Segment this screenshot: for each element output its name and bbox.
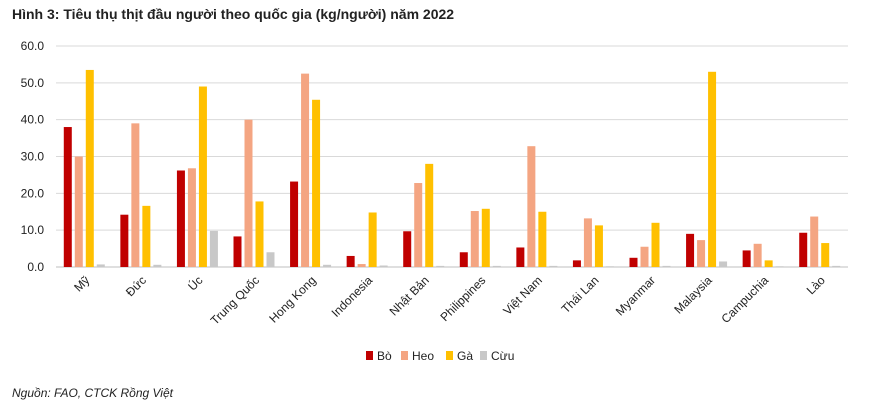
bar-3-12 (708, 71, 717, 268)
bar-4-9 (549, 265, 558, 267)
bar-3-2 (142, 205, 151, 267)
bar-1-14 (799, 232, 808, 267)
bar-3-6 (368, 212, 377, 267)
y-tick-label: 50.0 (21, 76, 45, 90)
chart-title: Hình 3: Tiêu thụ thịt đầu người theo quố… (12, 6, 455, 22)
bar-2-14 (810, 216, 819, 267)
bar-4-8 (492, 265, 501, 267)
y-tick-label: 0.0 (27, 260, 44, 274)
x-category-label: Indonesia (329, 273, 376, 320)
x-category-label: Lào (804, 273, 828, 297)
x-category-label: Trung Quốc (208, 273, 262, 327)
bar-2-10 (583, 218, 592, 267)
x-category-label: Đức (123, 273, 149, 299)
bar-1-3 (176, 170, 185, 267)
bar-2-12 (697, 240, 706, 267)
bar-2-6 (357, 264, 366, 267)
gridlines (56, 45, 848, 268)
y-tick-label: 20.0 (21, 186, 45, 200)
bar-1-5 (290, 181, 299, 267)
bar-3-4 (255, 201, 264, 267)
bar-1-11 (629, 257, 638, 267)
y-tick-label: 30.0 (21, 150, 45, 164)
bar-4-6 (379, 265, 388, 267)
bar-3-11 (651, 222, 660, 267)
bar-1-10 (572, 260, 581, 267)
bar-1-9 (516, 247, 525, 267)
bar-3-10 (594, 225, 603, 267)
bar-3-3 (198, 86, 207, 268)
bar-3-9 (538, 211, 547, 267)
bar-1-13 (742, 250, 751, 267)
bar-2-3 (187, 168, 196, 267)
bar-3-8 (481, 208, 490, 267)
bar-2-2 (131, 123, 140, 267)
bar-4-14 (832, 265, 841, 267)
bar-1-7 (403, 231, 412, 267)
bar-2-11 (640, 246, 649, 267)
x-category-label: Campuchia (718, 273, 771, 326)
bar-2-9 (527, 146, 536, 267)
y-tick-label: 60.0 (21, 39, 45, 53)
bars (63, 69, 841, 268)
bar-1-1 (63, 127, 72, 268)
legend-label: Bò (377, 349, 392, 363)
bar-3-1 (85, 69, 94, 267)
bar-3-5 (312, 99, 321, 267)
bar-1-8 (459, 252, 468, 267)
x-axis-labels: Mỹ Đức Úc Trung Quốc Hong Kong Indonesia Nhật … (71, 273, 828, 328)
x-category-label: Hong Kong (266, 273, 318, 325)
x-category-label: Úc (185, 273, 206, 294)
bar-4-4 (266, 252, 275, 267)
legend-label: Gà (457, 349, 473, 363)
x-category-label: Philippines (437, 273, 488, 324)
bar-4-11 (662, 265, 671, 267)
y-tick-label: 10.0 (21, 223, 45, 237)
bar-4-3 (209, 230, 218, 267)
bar-3-7 (425, 163, 434, 267)
bar-2-7 (414, 183, 423, 267)
bar-2-8 (470, 211, 479, 267)
bar-1-6 (346, 255, 355, 267)
bar-4-10 (605, 266, 614, 267)
bar-2-4 (244, 119, 253, 268)
bar-4-5 (323, 264, 332, 267)
y-axis-labels: 0.0 10.0 20.0 30.0 40.0 50.0 60.0 (21, 39, 45, 274)
bar-1-12 (686, 233, 695, 267)
x-category-label: Việt Nam (500, 273, 545, 318)
y-tick-label: 40.0 (21, 113, 45, 127)
x-category-label: Malaysia (671, 273, 715, 317)
legend-swatch (480, 351, 487, 360)
legend-label: Cừu (491, 349, 514, 363)
legend: Bò Heo Gà Cừu (366, 349, 514, 363)
bar-1-4 (233, 236, 242, 267)
legend-label: Heo (412, 349, 434, 363)
bar-3-14 (821, 243, 830, 267)
bar-4-1 (96, 264, 105, 267)
bar-1-2 (120, 214, 129, 267)
legend-swatch (401, 351, 408, 360)
x-category-label: Mỹ (71, 273, 92, 294)
legend-swatch (366, 351, 373, 360)
bar-4-2 (153, 264, 162, 267)
x-category-label: Thái Lan (559, 273, 602, 316)
source-note: Nguồn: FAO, CTCK Rồng Việt (12, 386, 173, 400)
bar-2-5 (301, 73, 310, 267)
bar-4-7 (436, 265, 445, 267)
bar-4-13 (775, 266, 784, 267)
bar-2-13 (753, 243, 762, 267)
bar-2-1 (74, 156, 83, 267)
bar-3-13 (764, 260, 773, 267)
x-category-label: Myanmar (613, 273, 658, 318)
bar-4-12 (719, 261, 728, 267)
legend-swatch (446, 351, 453, 360)
x-category-label: Nhật Bản (387, 273, 432, 318)
